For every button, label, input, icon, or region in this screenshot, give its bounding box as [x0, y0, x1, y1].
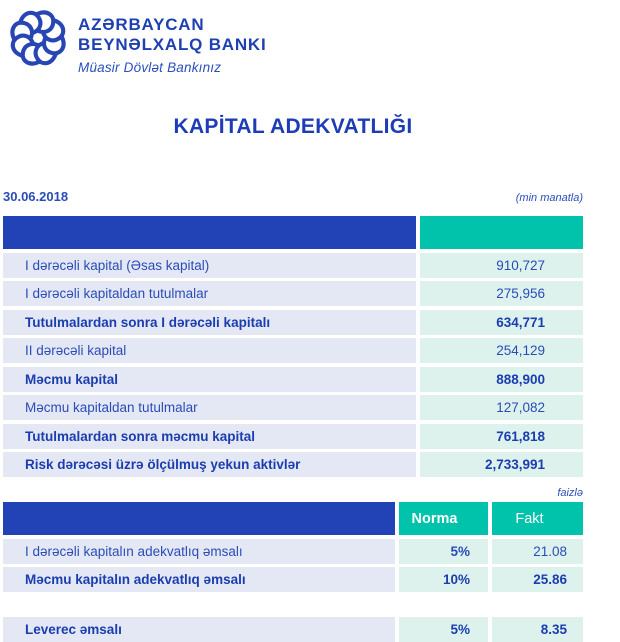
row-label: I dərəcəli kapitaldan tutulmalar	[3, 281, 416, 306]
unit-note-min-manatla: (min manatla)	[515, 192, 583, 204]
row-label: Tutulmalardan sonra I dərəcəli kapitalı	[3, 309, 416, 335]
table-row: II dərəcəli kapital 254,129	[3, 338, 583, 363]
adequacy-ratios-table: Norma Fakt I dərəcəli kapitalın adekvatl…	[3, 502, 583, 642]
bank-name-line1: AZƏRBAYCAN	[78, 15, 205, 34]
row-value: 254,129	[420, 338, 583, 363]
page-title: KAPİTAL ADEKVATLIĞI	[173, 115, 413, 138]
table-row: Məcmu kapitaldan tutulmalar 127,082	[3, 395, 583, 420]
row-value: 127,082	[420, 395, 583, 420]
row-value: 888,900	[420, 366, 583, 392]
table-row: Risk dərəcəsi üzrə ölçülmuş yekun aktivl…	[3, 452, 583, 477]
row-label: II dərəcəli kapital	[3, 338, 416, 363]
bank-logo-icon	[8, 8, 68, 68]
capital-header-label-cell	[3, 216, 416, 249]
ratios-header-label-cell	[3, 502, 395, 535]
row-label: Məcmu kapitalın adekvatlıq əmsalı	[3, 567, 395, 592]
row-fakt-value: 21.08	[492, 538, 583, 564]
row-label: Məcmu kapitaldan tutulmalar	[3, 395, 416, 420]
row-label: Leverec əmsalı	[3, 616, 395, 642]
table-row-leverage: Leverec əmsalı 5% 8.35	[3, 616, 583, 642]
unit-note-faizle: faizlə	[557, 487, 583, 499]
column-header-fakt: Fakt	[492, 502, 583, 535]
table-row: I dərəcəli kapitalın adekvatlıq əmsalı 5…	[3, 538, 583, 564]
column-header-norma: Norma	[399, 502, 488, 535]
row-label: Məcmu kapital	[3, 366, 416, 392]
table-row: I dərəcəli kapitaldan tutulmalar 275,956	[3, 281, 583, 306]
row-value: 2,733,991	[420, 452, 583, 477]
table1-meta: 30.06.2018 (min manatla)	[3, 189, 583, 204]
capital-table: I dərəcəli kapital (Əsas kapital) 910,72…	[3, 216, 583, 477]
capital-table-header	[3, 216, 583, 249]
table2-meta: faizlə	[3, 483, 583, 501]
row-label: Tutulmalardan sonra məcmu kapital	[3, 423, 416, 449]
row-value: 761,818	[420, 423, 583, 449]
row-norma-value: 5%	[399, 538, 488, 564]
table-row: Məcmu kapitalın adekvatlıq əmsalı 10% 25…	[3, 567, 583, 592]
brand-text-block: AZƏRBAYCAN BEYNƏLXALQ BANKI Müasir Dövlə…	[78, 8, 267, 75]
row-fakt-value: 8.35	[492, 616, 583, 642]
table-row: Tutulmalardan sonra məcmu kapital 761,81…	[3, 423, 583, 449]
row-fakt-value: 25.86	[492, 567, 583, 592]
brand-header: AZƏRBAYCAN BEYNƏLXALQ BANKI Müasir Dövlə…	[8, 8, 267, 75]
row-norma-value: 10%	[399, 567, 488, 592]
bank-name: AZƏRBAYCAN BEYNƏLXALQ BANKI	[78, 15, 267, 56]
report-date: 30.06.2018	[3, 189, 69, 204]
row-label: I dərəcəli kapitalın adekvatlıq əmsalı	[3, 538, 395, 564]
table-row: Tutulmalardan sonra I dərəcəli kapitalı …	[3, 309, 583, 335]
ratios-table-header: Norma Fakt	[3, 502, 583, 535]
capital-header-value-cell	[420, 216, 583, 249]
row-value: 634,771	[420, 309, 583, 335]
row-value: 910,727	[420, 252, 583, 278]
row-label: I dərəcəli kapital (Əsas kapital)	[3, 252, 416, 278]
table-row: I dərəcəli kapital (Əsas kapital) 910,72…	[3, 252, 583, 278]
row-value: 275,956	[420, 281, 583, 306]
table-row: Məcmu kapital 888,900	[3, 366, 583, 392]
row-norma-value: 5%	[399, 616, 488, 642]
bank-name-line2: BEYNƏLXALQ BANKI	[78, 35, 267, 55]
bank-tagline: Müasir Dövlət Bankınız	[78, 59, 222, 75]
row-label: Risk dərəcəsi üzrə ölçülmuş yekun aktivl…	[3, 452, 416, 477]
